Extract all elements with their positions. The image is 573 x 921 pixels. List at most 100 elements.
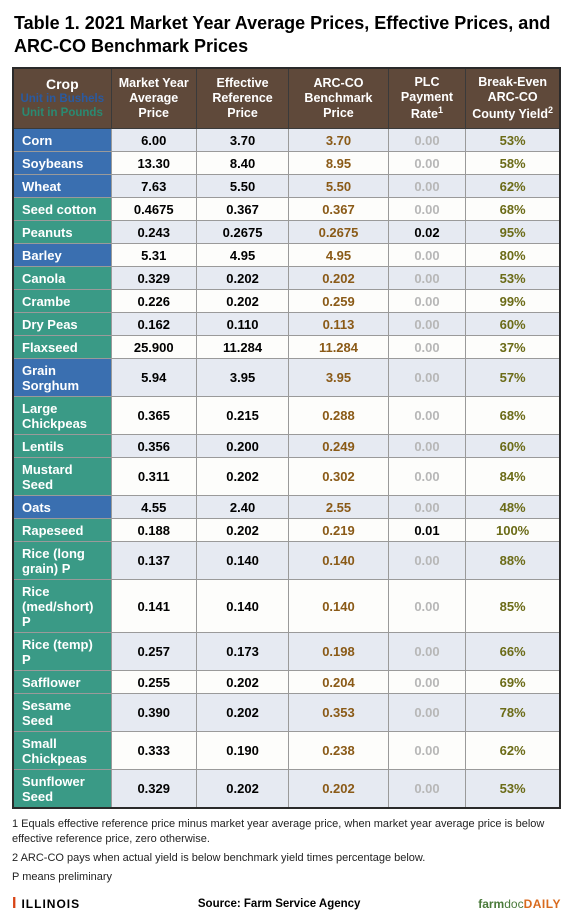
value-cell: 0.288 bbox=[289, 397, 388, 435]
value-cell: 0.365 bbox=[111, 397, 196, 435]
value-cell: 62% bbox=[466, 732, 560, 770]
value-cell: 78% bbox=[466, 694, 560, 732]
value-cell: 0.110 bbox=[196, 313, 288, 336]
value-cell: 0.353 bbox=[289, 694, 388, 732]
value-cell: 0.329 bbox=[111, 267, 196, 290]
value-cell: 0.190 bbox=[196, 732, 288, 770]
table-header: Crop Unit in Bushels Unit in Pounds Mark… bbox=[13, 68, 560, 129]
crop-cell: Sunflower Seed bbox=[13, 770, 111, 809]
crop-cell: Barley bbox=[13, 244, 111, 267]
table-row: Lentils0.3560.2000.2490.0060% bbox=[13, 435, 560, 458]
value-cell: 11.284 bbox=[196, 336, 288, 359]
value-cell: 0.140 bbox=[196, 580, 288, 633]
value-cell: 0.00 bbox=[388, 542, 466, 580]
value-cell: 0.00 bbox=[388, 175, 466, 198]
value-cell: 2.40 bbox=[196, 496, 288, 519]
table-row: Small Chickpeas0.3330.1900.2380.0062% bbox=[13, 732, 560, 770]
value-cell: 0.2675 bbox=[289, 221, 388, 244]
value-cell: 0.00 bbox=[388, 129, 466, 152]
table-title: Table 1. 2021 Market Year Average Prices… bbox=[14, 12, 561, 57]
value-cell: 0.202 bbox=[196, 694, 288, 732]
value-cell: 11.284 bbox=[289, 336, 388, 359]
value-cell: 0.311 bbox=[111, 458, 196, 496]
crop-cell: Wheat bbox=[13, 175, 111, 198]
crop-cell: Soybeans bbox=[13, 152, 111, 175]
table-row: Corn6.003.703.700.0053% bbox=[13, 129, 560, 152]
value-cell: 0.333 bbox=[111, 732, 196, 770]
value-cell: 0.202 bbox=[289, 770, 388, 809]
value-cell: 0.00 bbox=[388, 198, 466, 221]
value-cell: 3.95 bbox=[196, 359, 288, 397]
value-cell: 0.00 bbox=[388, 152, 466, 175]
value-cell: 7.63 bbox=[111, 175, 196, 198]
value-cell: 0.00 bbox=[388, 397, 466, 435]
crop-label: Crop bbox=[46, 76, 79, 92]
farmdocdaily-logo: farmdocDAILY bbox=[478, 897, 561, 911]
crop-cell: Peanuts bbox=[13, 221, 111, 244]
value-cell: 0.259 bbox=[289, 290, 388, 313]
table-row: Safflower0.2550.2020.2040.0069% bbox=[13, 671, 560, 694]
table-row: Rice (long grain) P0.1370.1400.1400.0088… bbox=[13, 542, 560, 580]
value-cell: 60% bbox=[466, 313, 560, 336]
table-row: Rice (med/short) P0.1410.1400.1400.0085% bbox=[13, 580, 560, 633]
value-cell: 2.55 bbox=[289, 496, 388, 519]
unit-pounds-label: Unit in Pounds bbox=[18, 107, 107, 121]
value-cell: 0.00 bbox=[388, 770, 466, 809]
value-cell: 0.204 bbox=[289, 671, 388, 694]
value-cell: 0.390 bbox=[111, 694, 196, 732]
table-row: Seed cotton0.46750.3670.3670.0068% bbox=[13, 198, 560, 221]
table-row: Grain Sorghum5.943.953.950.0057% bbox=[13, 359, 560, 397]
page: Table 1. 2021 Market Year Average Prices… bbox=[0, 0, 573, 921]
value-cell: 0.215 bbox=[196, 397, 288, 435]
footer: IILLINOIS Source: Farm Service Agency fa… bbox=[12, 895, 561, 913]
value-cell: 0.00 bbox=[388, 732, 466, 770]
value-cell: 80% bbox=[466, 244, 560, 267]
value-cell: 0.202 bbox=[289, 267, 388, 290]
value-cell: 53% bbox=[466, 770, 560, 809]
table-row: Canola0.3290.2020.2020.0053% bbox=[13, 267, 560, 290]
value-cell: 5.50 bbox=[196, 175, 288, 198]
value-cell: 0.219 bbox=[289, 519, 388, 542]
value-cell: 0.00 bbox=[388, 267, 466, 290]
value-cell: 5.31 bbox=[111, 244, 196, 267]
value-cell: 68% bbox=[466, 397, 560, 435]
unit-bushels-label: Unit in Bushels bbox=[18, 93, 107, 107]
header-myap: Market Year Average Price bbox=[111, 68, 196, 129]
value-cell: 0.00 bbox=[388, 496, 466, 519]
value-cell: 0.02 bbox=[388, 221, 466, 244]
crop-cell: Rapeseed bbox=[13, 519, 111, 542]
value-cell: 0.113 bbox=[289, 313, 388, 336]
illinois-logo: IILLINOIS bbox=[12, 895, 80, 913]
crop-cell: Lentils bbox=[13, 435, 111, 458]
value-cell: 37% bbox=[466, 336, 560, 359]
crop-cell: Corn bbox=[13, 129, 111, 152]
value-cell: 0.00 bbox=[388, 359, 466, 397]
table-row: Rapeseed0.1880.2020.2190.01100% bbox=[13, 519, 560, 542]
value-cell: 5.50 bbox=[289, 175, 388, 198]
value-cell: 84% bbox=[466, 458, 560, 496]
crop-cell: Dry Peas bbox=[13, 313, 111, 336]
value-cell: 0.00 bbox=[388, 313, 466, 336]
crop-cell: Safflower bbox=[13, 671, 111, 694]
value-cell: 8.40 bbox=[196, 152, 288, 175]
table-row: Sunflower Seed0.3290.2020.2020.0053% bbox=[13, 770, 560, 809]
value-cell: 0.00 bbox=[388, 694, 466, 732]
value-cell: 13.30 bbox=[111, 152, 196, 175]
value-cell: 0.198 bbox=[289, 633, 388, 671]
value-cell: 0.202 bbox=[196, 671, 288, 694]
value-cell: 0.188 bbox=[111, 519, 196, 542]
footnote-1: 1 Equals effective reference price minus… bbox=[12, 817, 561, 847]
value-cell: 0.173 bbox=[196, 633, 288, 671]
value-cell: 0.162 bbox=[111, 313, 196, 336]
value-cell: 0.367 bbox=[196, 198, 288, 221]
value-cell: 0.238 bbox=[289, 732, 388, 770]
value-cell: 0.00 bbox=[388, 458, 466, 496]
value-cell: 0.00 bbox=[388, 290, 466, 313]
value-cell: 0.356 bbox=[111, 435, 196, 458]
value-cell: 48% bbox=[466, 496, 560, 519]
value-cell: 88% bbox=[466, 542, 560, 580]
header-erp: Effective Reference Price bbox=[196, 68, 288, 129]
value-cell: 0.00 bbox=[388, 336, 466, 359]
table-row: Peanuts0.2430.26750.26750.0295% bbox=[13, 221, 560, 244]
header-crop: Crop Unit in Bushels Unit in Pounds bbox=[13, 68, 111, 129]
